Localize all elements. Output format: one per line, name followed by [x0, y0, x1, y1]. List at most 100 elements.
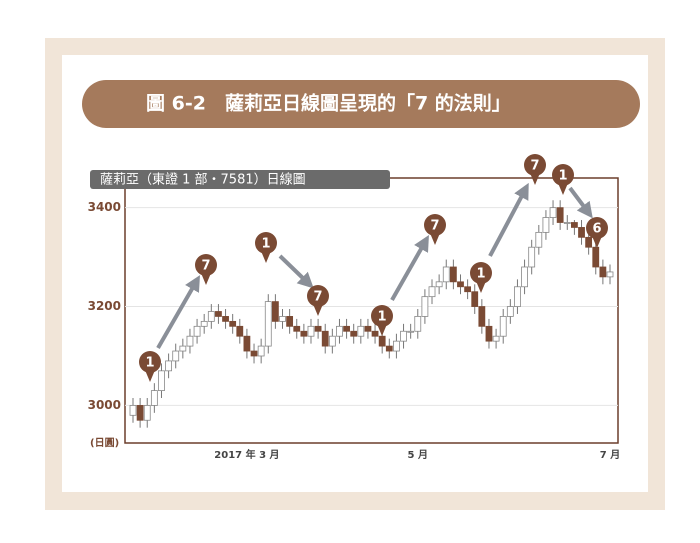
candle-body [257, 345, 265, 357]
candle-body [236, 325, 244, 337]
candle-body [328, 335, 336, 347]
annotation: 1 [261, 237, 270, 252]
candle-body [599, 266, 607, 278]
candle-body [165, 360, 172, 372]
candle-body [378, 335, 386, 347]
chart-subtitle: 薩莉亞（東證 1 部・7581）日線圖 [100, 172, 306, 188]
title-banner [82, 80, 640, 128]
annotation: 1 [145, 356, 154, 371]
candle-body [200, 320, 208, 327]
candle-body [521, 266, 528, 288]
annotation: 7 [430, 219, 439, 234]
marker-circle [139, 351, 161, 373]
candle-body [150, 390, 158, 406]
annotation: 6 [592, 222, 601, 237]
candle-body [307, 325, 315, 337]
candle-body [478, 306, 486, 327]
candle-body [471, 291, 479, 307]
subtitle-box [90, 170, 390, 189]
candle-body [528, 246, 536, 268]
candle-body [435, 281, 443, 288]
annotation: 7 [530, 159, 539, 174]
candle-body [243, 335, 251, 352]
candle-body [158, 370, 165, 391]
y-tick-label: 3000 [88, 398, 121, 412]
candle-body [457, 281, 464, 288]
candle-body [400, 330, 407, 342]
x-tick-label: 2017 年 3 月 [214, 448, 279, 461]
candle-body [264, 301, 272, 347]
arrow [488, 182, 529, 257]
candle-body [300, 330, 308, 337]
candle-body [172, 350, 180, 362]
y-tick-label: 3400 [88, 200, 121, 214]
candle-body [179, 345, 187, 352]
candle-body [371, 330, 379, 337]
marker-circle [255, 232, 277, 254]
marker-circle [424, 214, 446, 236]
candle-body [186, 335, 194, 347]
marker-circle [371, 305, 393, 327]
candle-body [271, 301, 279, 322]
marker-pin [145, 370, 155, 382]
candle-body [279, 316, 286, 322]
candle-body [428, 286, 436, 298]
marker-circle [307, 285, 329, 307]
candle-body [485, 325, 493, 342]
x-tick-label: 7 月 [600, 449, 620, 461]
candle-body [336, 325, 343, 337]
annotation: 7 [201, 259, 210, 274]
candle-body [585, 236, 593, 248]
marker-pin [430, 233, 440, 245]
arrow [156, 275, 200, 349]
arrow [390, 235, 429, 301]
arrow [278, 254, 314, 289]
marker-pin [313, 304, 323, 316]
candle-body [449, 266, 457, 283]
candle-body [143, 405, 151, 421]
marker-pin [592, 236, 602, 248]
candle-body [393, 340, 400, 352]
candle-body [286, 316, 294, 327]
candle-body [535, 231, 543, 248]
candle-body [385, 345, 393, 352]
x-tick-label: 5 月 [408, 449, 428, 461]
candle-body [442, 266, 450, 283]
annotation: 1 [558, 169, 567, 184]
candle-body [293, 325, 301, 332]
candle-body [207, 311, 215, 322]
marker-circle [552, 164, 574, 186]
marker-pin [377, 324, 387, 336]
candle-body [229, 320, 237, 327]
marker-circle [470, 262, 492, 284]
candle-body [506, 306, 514, 317]
candle-body [571, 222, 578, 228]
candle-body [314, 325, 322, 332]
candle-body [492, 335, 500, 342]
candle-body [514, 286, 521, 307]
candle-body [542, 217, 550, 233]
candle-body [556, 207, 564, 223]
arrow [568, 186, 593, 219]
marker-circle [195, 254, 217, 276]
candle-body [193, 325, 201, 337]
annotation: 1 [377, 310, 386, 325]
candle-body [464, 286, 472, 293]
marker-pin [201, 273, 211, 285]
candle-body [499, 316, 507, 337]
marker-pin [261, 251, 271, 263]
candle-body [250, 350, 258, 357]
candle-body [222, 316, 229, 322]
marker-circle [586, 217, 608, 239]
candle-body [136, 405, 144, 421]
marker-pin [530, 173, 540, 185]
candle-body [606, 271, 614, 278]
candle-body [407, 330, 415, 333]
candle-body [563, 222, 571, 224]
candle-body [215, 311, 222, 317]
candle-body [350, 330, 358, 337]
candle-body [343, 325, 350, 332]
marker-pin [476, 281, 486, 293]
marker-pin [558, 183, 568, 195]
